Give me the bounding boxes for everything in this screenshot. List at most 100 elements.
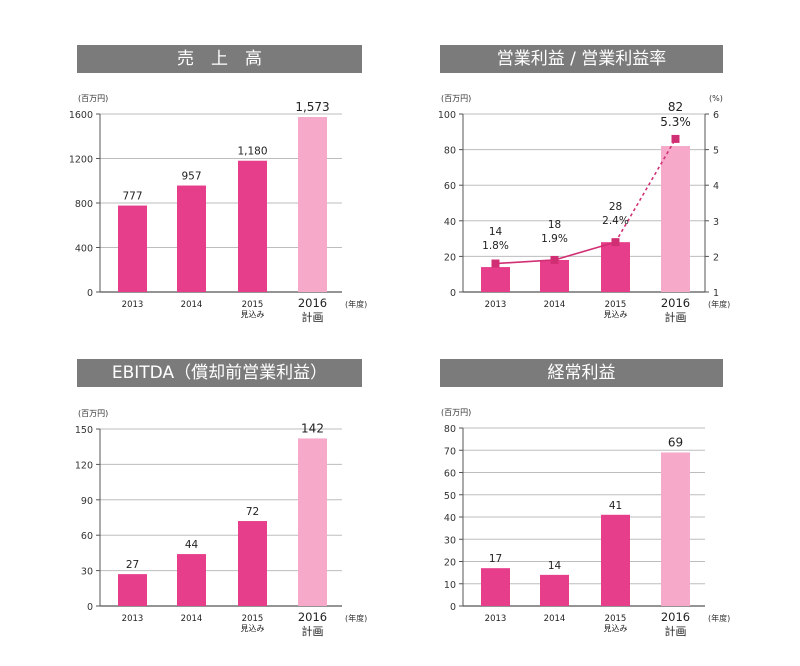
bar-value-label: 142: [301, 421, 324, 435]
x-tick-label: 2015: [605, 614, 627, 624]
bar: [481, 267, 510, 292]
y-tick-label: 10: [444, 580, 456, 591]
y-tick-label: 30: [81, 567, 93, 578]
bar: [298, 117, 327, 292]
x-axis-unit: (年度): [708, 613, 730, 623]
y-tick-label: 150: [75, 425, 93, 436]
x-tick-note: 計画: [665, 624, 687, 638]
bar-value-label: 17: [489, 553, 502, 565]
y-tick-label: 60: [81, 531, 93, 542]
y-tick-label: 1200: [69, 155, 93, 166]
bar-value-label: 27: [126, 559, 139, 571]
y-tick-label: 800: [75, 199, 93, 210]
series-point: [550, 255, 559, 264]
x-tick-label: 2014: [544, 614, 566, 624]
y-axis-unit: (百万円): [441, 408, 471, 417]
x-tick-note: 見込み: [241, 310, 265, 319]
y-tick-label: 60: [444, 469, 456, 480]
y2-axis-unit: (%): [709, 94, 723, 103]
y-tick-label: 90: [81, 496, 93, 507]
bar-value-label: 777: [122, 191, 142, 203]
x-tick-note: 計画: [302, 624, 324, 638]
bar: [298, 438, 327, 606]
y2-tick-label: 2: [713, 252, 719, 263]
percent-label: 1.9%: [541, 233, 568, 245]
x-tick-label: 2015: [242, 614, 264, 624]
series-line-segment: [614, 138, 677, 243]
y-tick-label: 0: [87, 602, 93, 613]
bar-value-label: 82: [668, 100, 683, 114]
y-tick-label: 40: [444, 217, 456, 228]
y-tick-label: 120: [75, 460, 93, 471]
series-line-segment: [554, 241, 616, 261]
bar: [177, 185, 206, 292]
title-operating-profit: 営業利益 / 営業利益率: [440, 45, 723, 73]
bar: [238, 160, 267, 292]
y-tick-label: 20: [444, 252, 456, 263]
x-tick-label: 2016: [661, 610, 690, 624]
y-tick-label: 0: [450, 602, 456, 613]
y-tick-label: 80: [444, 424, 456, 435]
series-point: [491, 259, 500, 268]
x-axis-unit: (年度): [345, 299, 367, 309]
bar-value-label: 957: [181, 171, 201, 183]
y2-tick-label: 6: [713, 110, 719, 121]
x-tick-note: 計画: [665, 310, 687, 324]
bar-value-label: 1,573: [295, 100, 329, 114]
y-tick-label: 1600: [69, 110, 93, 121]
x-tick-label: 2015: [242, 300, 264, 310]
y-tick-label: 30: [444, 535, 456, 546]
y-tick-label: 100: [438, 110, 456, 121]
x-tick-label: 2013: [485, 300, 507, 310]
percent-label: 5.3%: [660, 115, 691, 129]
percent-label: 1.8%: [482, 240, 509, 252]
y-tick-label: 60: [444, 181, 456, 192]
bar-value-label: 1,180: [237, 146, 267, 158]
y2-tick-label: 5: [713, 146, 719, 157]
bar: [118, 205, 147, 292]
y-tick-label: 40: [444, 513, 456, 524]
bar-value-label: 14: [489, 226, 503, 238]
y-tick-label: 400: [75, 244, 93, 255]
series-point: [671, 134, 680, 143]
bar-value-label: 28: [609, 201, 622, 213]
bar-value-label: 41: [609, 500, 622, 512]
y-axis-unit: (百万円): [441, 94, 471, 103]
x-tick-label: 2014: [181, 614, 203, 624]
y-tick-label: 20: [444, 558, 456, 569]
series-line-segment: [495, 259, 555, 265]
y-axis-unit: (百万円): [78, 409, 108, 418]
y-tick-label: 80: [444, 146, 456, 157]
bar-value-label: 18: [548, 219, 561, 231]
bar: [177, 554, 206, 606]
x-tick-label: 2016: [661, 296, 690, 310]
bar-value-label: 69: [668, 435, 683, 449]
x-tick-label: 2014: [544, 300, 566, 310]
x-tick-label: 2015: [605, 300, 627, 310]
y-axis-unit: (百万円): [78, 94, 108, 103]
bar: [661, 452, 690, 606]
x-axis-unit: (年度): [345, 613, 367, 623]
x-tick-note: 計画: [302, 310, 324, 324]
title-sales: 売 上 高: [77, 45, 362, 73]
x-tick-label: 2013: [122, 300, 144, 310]
bar-value-label: 72: [246, 506, 259, 518]
bar-value-label: 44: [185, 539, 199, 551]
series-point: [611, 238, 620, 247]
x-tick-label: 2013: [122, 614, 144, 624]
bar: [238, 521, 267, 606]
bar: [118, 574, 147, 606]
bar-value-label: 14: [548, 560, 562, 572]
x-axis-unit: (年度): [708, 299, 730, 309]
y-tick-label: 0: [87, 288, 93, 299]
x-tick-label: 2016: [298, 296, 327, 310]
y2-tick-label: 4: [713, 181, 719, 192]
x-tick-note: 見込み: [604, 624, 628, 633]
bar: [540, 574, 569, 606]
title-ordinary-profit: 経常利益: [440, 359, 723, 387]
y-tick-label: 70: [444, 446, 456, 457]
x-tick-note: 見込み: [604, 310, 628, 319]
bar: [601, 514, 630, 606]
title-ebitda: EBITDA（償却前営業利益）: [77, 359, 362, 387]
